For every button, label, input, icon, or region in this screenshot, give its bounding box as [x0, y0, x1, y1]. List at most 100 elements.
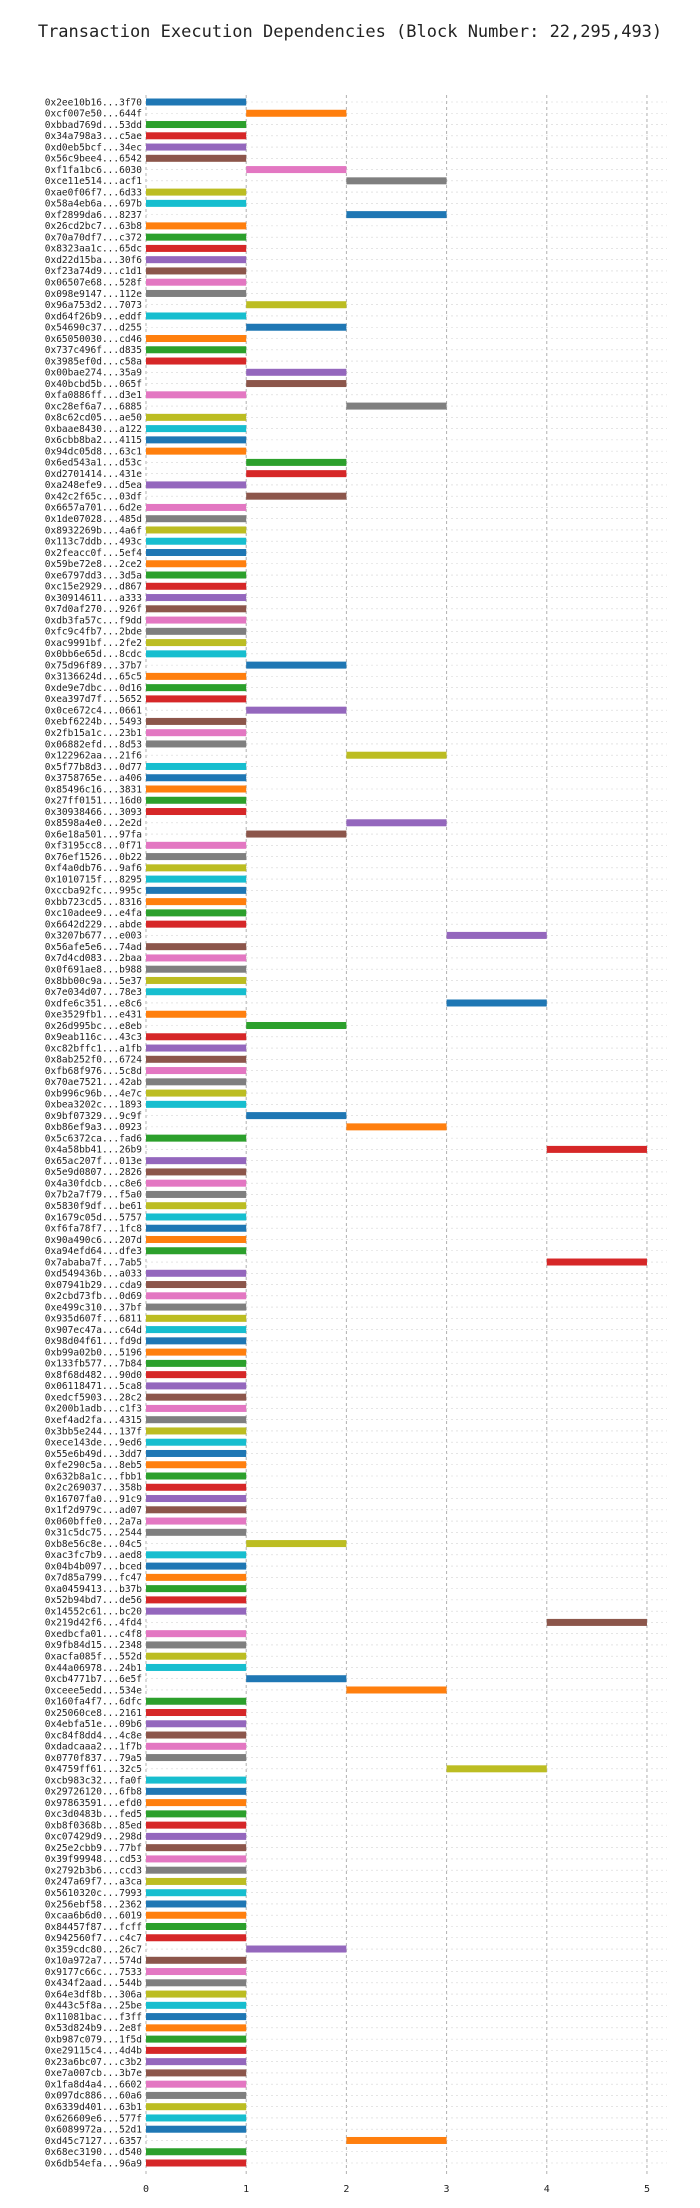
- y-tick-label: 0x30938466...3093: [45, 807, 142, 818]
- y-tick-label: 0x9fb84d15...2348: [45, 1640, 143, 1651]
- y-tick-label: 0x31c5dc75...2544: [45, 1528, 143, 1539]
- transaction-bar: [246, 368, 347, 376]
- y-tick-label: 0x39f99948...cd53: [45, 1854, 142, 1865]
- y-tick-label: 0x52b94bd7...de56: [45, 1595, 143, 1606]
- transaction-bar: [246, 166, 347, 174]
- y-tick-label: 0xce11e514...acf1: [45, 176, 143, 187]
- transaction-bar: [246, 830, 347, 838]
- y-tick-label: 0x122962aa...21f6: [45, 751, 143, 762]
- y-tick-label: 0xcb983c32...fa0f: [45, 1775, 142, 1786]
- transaction-bar: [346, 211, 447, 219]
- y-tick-label: 0xc28ef6a7...6885: [45, 401, 142, 412]
- transaction-bar: [146, 594, 247, 602]
- y-tick-label: 0x7d4cd083...2baa: [45, 953, 142, 964]
- y-tick-label: 0x1679c05d...5757: [45, 1212, 142, 1223]
- transaction-bar: [146, 2058, 247, 2066]
- y-tick-label: 0x4a58bb41...26b9: [45, 1145, 143, 1156]
- y-tick-label: 0x70ae7521...42ab: [45, 1077, 143, 1088]
- y-tick-label: 0xb86ef9a3...0923: [45, 1122, 142, 1133]
- transaction-bar: [146, 1483, 247, 1491]
- y-tick-label: 0x8bb00c9a...5e37: [45, 976, 142, 987]
- y-tick-label: 0x632b8a1c...fbb1: [45, 1471, 143, 1482]
- y-tick-label: 0x256ebf58...2362: [45, 1899, 142, 1910]
- transaction-bar: [146, 1078, 247, 1086]
- transaction-bar: [146, 2001, 247, 2009]
- transaction-bar: [146, 988, 247, 996]
- transaction-bar: [146, 1010, 247, 1018]
- y-tick-label: 0x7e034d07...78e3: [45, 987, 142, 998]
- y-tick-label: 0x97863591...efd0: [45, 1798, 143, 1809]
- transaction-bar: [146, 1404, 247, 1412]
- y-tick-label: 0xbea3202c...1893: [45, 1100, 142, 1111]
- y-tick-label: 0xcaa6b6d0...6019: [45, 1911, 143, 1922]
- y-tick-label: 0x07941b29...cda9: [45, 1280, 143, 1291]
- y-tick-label: 0xf3195cc8...0f71: [45, 841, 143, 852]
- transaction-bar: [146, 1292, 247, 1300]
- transaction-bar: [246, 492, 347, 500]
- transaction-bar: [146, 920, 247, 928]
- transaction-bar: [146, 1168, 247, 1176]
- transaction-bar: [146, 2080, 247, 2088]
- y-tick-label: 0xc10adee9...e4fa: [45, 908, 142, 919]
- transaction-bar: [446, 1765, 547, 1773]
- y-tick-label: 0x1de07028...485d: [45, 514, 142, 525]
- y-tick-label: 0x626609e6...577f: [45, 2113, 142, 2124]
- y-tick-label: 0x85496c16...3831: [45, 784, 143, 795]
- x-tick-label: 2: [343, 2184, 349, 2195]
- y-tick-label: 0x6e18a501...97fa: [45, 829, 142, 840]
- transaction-bar: [446, 931, 547, 939]
- transaction-bar: [146, 1033, 247, 1041]
- y-tick-label: 0xacfa085f...552d: [45, 1651, 142, 1662]
- y-tick-label: 0x04b4b097...bced: [45, 1561, 142, 1572]
- transaction-bar: [146, 965, 247, 973]
- y-tick-label: 0xd45c7127...6357: [45, 2136, 142, 2147]
- transaction-bar: [146, 1821, 247, 1829]
- transaction-bar: [146, 447, 247, 455]
- y-tick-label: 0xfe290c5a...8eb5: [45, 1460, 142, 1471]
- y-tick-label: 0x10a972a7...574d: [45, 1956, 142, 1967]
- transaction-bar: [146, 1348, 247, 1356]
- transaction-bar: [146, 199, 247, 207]
- y-tick-label: 0x56afe5e6...74ad: [45, 942, 142, 953]
- y-tick-label: 0x9bf07329...9c9f: [45, 1111, 142, 1122]
- y-tick-label: 0xc3d0483b...fed5: [45, 1809, 142, 1820]
- transaction-bar: [146, 2013, 247, 2021]
- y-tick-label: 0x6339d401...63b1: [45, 2102, 143, 2113]
- transaction-bar: [146, 537, 247, 545]
- transaction-bar: [146, 1776, 247, 1784]
- transaction-bar: [146, 695, 247, 703]
- y-tick-label: 0x942560f7...c4c7: [45, 1933, 142, 1944]
- y-tick-label: 0x737c496f...d835: [45, 345, 142, 356]
- y-tick-label: 0x96a753d2...7073: [45, 300, 142, 311]
- y-tick-label: 0xdfe6c351...e8c6: [45, 998, 143, 1009]
- y-tick-label: 0xae0f06f7...6d33: [45, 187, 142, 198]
- transaction-bar: [146, 762, 247, 770]
- transaction-bar: [146, 1157, 247, 1165]
- y-tick-label: 0x8323aa1c...65dc: [45, 244, 142, 255]
- y-tick-label: 0x53d824b9...2e8f: [45, 2023, 142, 2034]
- transaction-bar: [246, 380, 347, 388]
- y-tick-label: 0x6cbb8ba2...4115: [45, 435, 142, 446]
- y-tick-label: 0x59be72e8...2ce2: [45, 559, 142, 570]
- transaction-bar: [146, 898, 247, 906]
- transaction-bar: [546, 1258, 647, 1266]
- transaction-bar: [146, 2103, 247, 2111]
- y-tick-label: 0x90a490c6...207d: [45, 1235, 142, 1246]
- y-tick-label: 0xedbcfa01...c4f8: [45, 1629, 143, 1640]
- transaction-bar: [146, 1810, 247, 1818]
- transaction-bar: [146, 909, 247, 917]
- transaction-bar: [246, 301, 347, 309]
- y-tick-label: 0x133fb577...7b84: [45, 1359, 143, 1370]
- x-tick-label: 3: [444, 2184, 450, 2195]
- y-tick-label: 0xdb3fa57c...f9dd: [45, 615, 142, 626]
- y-tick-label: 0x1f2d979c...ad07: [45, 1505, 142, 1516]
- y-tick-label: 0x907ec47a...c64d: [45, 1325, 142, 1336]
- y-tick-label: 0xfb68f976...5c8d: [45, 1066, 142, 1077]
- transaction-bar: [146, 1956, 247, 1964]
- y-tick-label: 0x64e3df8b...306a: [45, 1989, 142, 2000]
- y-tick-label: 0x16707fa0...91c9: [45, 1494, 143, 1505]
- transaction-bar: [546, 1145, 647, 1153]
- bars: [146, 98, 647, 2167]
- y-tick-label: 0x3bb5e244...137f: [45, 1426, 142, 1437]
- y-tick-label: 0x5830f9df...be61: [45, 1201, 143, 1212]
